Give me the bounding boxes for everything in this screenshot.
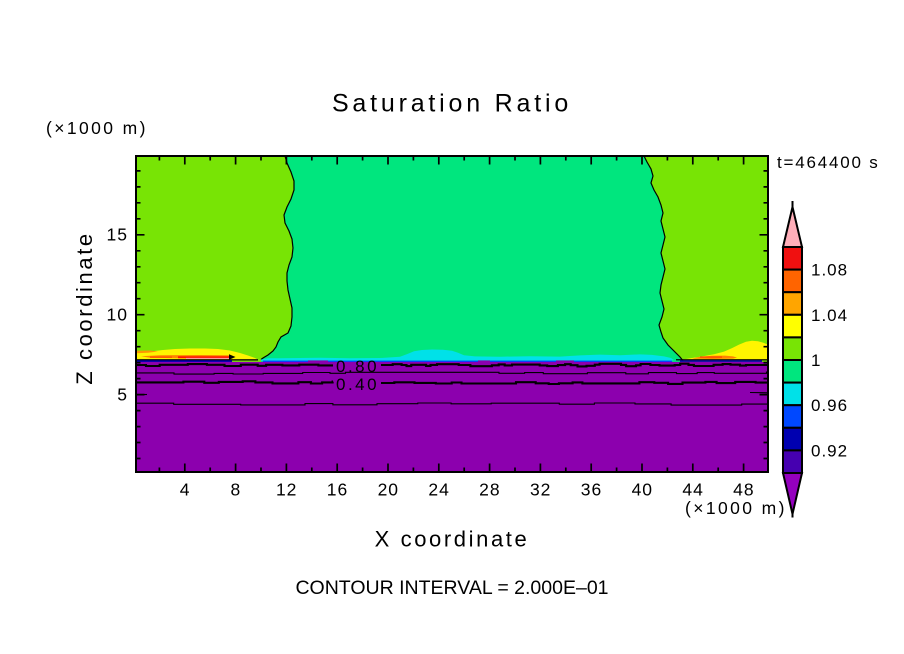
- svg-text:Saturation Ratio: Saturation Ratio: [332, 90, 572, 118]
- svg-text:48: 48: [733, 479, 754, 499]
- svg-text:36: 36: [581, 479, 602, 499]
- svg-text:1.04: 1.04: [811, 306, 848, 325]
- svg-text:8: 8: [231, 479, 242, 499]
- svg-text:10: 10: [107, 305, 128, 325]
- svg-text:0.80: 0.80: [336, 357, 379, 376]
- svg-text:(×1000 m): (×1000 m): [46, 118, 148, 138]
- svg-text:12: 12: [276, 479, 297, 499]
- svg-text:15: 15: [107, 225, 128, 245]
- svg-text:CONTOUR INTERVAL = 2.000E–01: CONTOUR INTERVAL = 2.000E–01: [295, 577, 608, 599]
- svg-text:24: 24: [428, 479, 449, 499]
- svg-text:16: 16: [327, 479, 348, 499]
- svg-text:40: 40: [632, 479, 653, 499]
- svg-text:28: 28: [479, 479, 500, 499]
- svg-text:32: 32: [530, 479, 551, 499]
- svg-text:4: 4: [180, 479, 191, 499]
- svg-text:1.08: 1.08: [811, 261, 848, 280]
- svg-text:5: 5: [117, 385, 128, 405]
- svg-text:44: 44: [682, 479, 703, 499]
- svg-text:20: 20: [378, 479, 399, 499]
- svg-text:(×1000 m): (×1000 m): [685, 498, 787, 518]
- svg-text:1: 1: [811, 351, 821, 370]
- svg-text:t=464400 s: t=464400 s: [777, 153, 880, 172]
- svg-text:Z coordinate: Z coordinate: [72, 231, 97, 385]
- svg-text:0.40: 0.40: [336, 375, 379, 394]
- svg-text:0.96: 0.96: [811, 396, 848, 415]
- svg-text:0.92: 0.92: [811, 441, 848, 460]
- svg-text:X coordinate: X coordinate: [375, 527, 530, 552]
